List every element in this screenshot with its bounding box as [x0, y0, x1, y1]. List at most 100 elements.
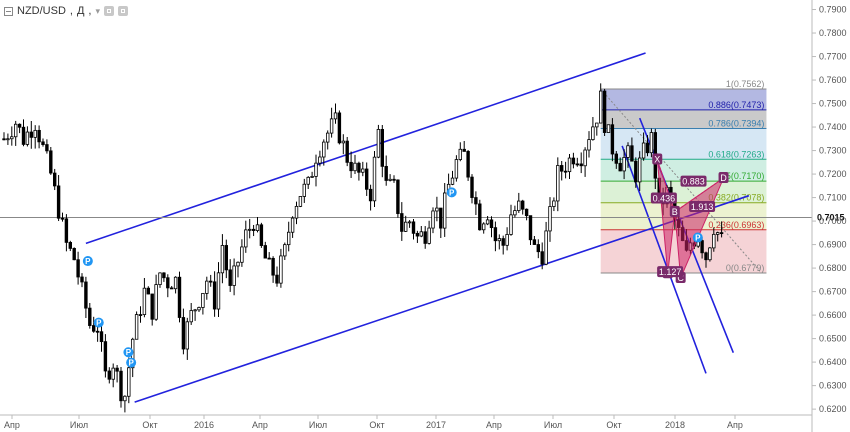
candle-body: [263, 245, 267, 259]
candle-body: [33, 129, 37, 138]
candle-body: [17, 123, 22, 128]
pattern-xab: [656, 159, 676, 274]
candle-body: [411, 221, 416, 234]
candle-body: [244, 229, 248, 248]
candle-body: [353, 162, 357, 172]
candle-body: [403, 221, 408, 232]
candle-body: [146, 287, 150, 295]
candle-body: [162, 272, 166, 279]
candle-body: [247, 228, 252, 231]
pattern-ratio-bg-3: [657, 266, 684, 278]
candle-body: [10, 136, 14, 140]
fib-label-0.786: 0.786(0.7394): [708, 118, 764, 128]
candle-body: [72, 248, 76, 261]
marker-p-bg-1: [93, 317, 104, 328]
candle-body: [29, 131, 33, 138]
fib-label-0.618: 0.618(0.7263): [708, 149, 764, 159]
candle-body: [392, 178, 396, 181]
candle-body: [388, 178, 392, 181]
candle-body: [497, 238, 501, 242]
candle-body: [341, 140, 345, 144]
candle-body: [37, 129, 41, 143]
candle-body: [64, 218, 69, 243]
candle-body: [376, 129, 381, 158]
candle-body: [595, 122, 599, 128]
candle-body: [345, 140, 349, 163]
candle-body: [95, 330, 100, 333]
candle-body: [450, 177, 455, 185]
pattern-ratio-0: 0.436: [653, 194, 676, 204]
y-tick-label-17: 0.6200: [819, 404, 847, 414]
candle-body: [400, 213, 404, 232]
candle-body: [286, 231, 291, 246]
candle-body: [259, 224, 264, 246]
y-tick-label-15: 0.6400: [819, 357, 847, 367]
candle-body: [181, 317, 186, 350]
candle-body: [599, 90, 603, 124]
candle-body: [318, 156, 322, 164]
candle-body: [99, 331, 104, 343]
chevron-down-icon[interactable]: ▾: [95, 5, 100, 16]
candle-body: [602, 90, 607, 133]
candle-body: [173, 276, 178, 290]
candle-body: [294, 205, 299, 219]
y-tick-label-3: 0.7600: [819, 75, 847, 85]
y-tick-label-6: 0.7300: [819, 146, 847, 156]
marker-p-bg-2: [123, 347, 134, 358]
candle-body: [478, 203, 482, 231]
candle-body: [614, 153, 618, 164]
y-tick-label-16: 0.6300: [819, 381, 847, 391]
candle-body: [169, 287, 174, 290]
candle-body: [251, 228, 256, 231]
candle-body: [271, 257, 275, 276]
y-tick-label-1: 0.7800: [819, 28, 847, 38]
candle-body: [150, 293, 154, 320]
fib-label-1: 1(0.7562): [726, 79, 765, 89]
candle-body: [88, 307, 92, 326]
candle-body: [240, 246, 244, 263]
candle-body: [111, 367, 115, 380]
x-tick-label-7: 2017: [426, 420, 446, 430]
candle-body: [622, 157, 626, 172]
candle-body: [544, 230, 548, 265]
timeframe-label[interactable]: Д: [76, 5, 85, 17]
x-tick-label-9: Июл: [544, 420, 562, 430]
candle-body: [224, 245, 228, 271]
candle-body: [267, 257, 271, 260]
settings-icon[interactable]: [104, 6, 114, 16]
pattern-ratio-bg-1: [680, 175, 707, 187]
symbol-label[interactable]: NZD/USD: [17, 5, 66, 17]
candle-body: [84, 281, 88, 309]
collapse-icon[interactable]: [4, 6, 13, 16]
candle-body: [208, 280, 213, 283]
marker-p-bg-0: [82, 256, 93, 267]
y-tick-label-13: 0.6600: [819, 310, 847, 320]
candle-body: [423, 231, 427, 244]
candle-body: [290, 217, 295, 233]
close-icon[interactable]: [118, 6, 128, 16]
candle-body: [532, 239, 537, 245]
candle-body: [415, 232, 420, 237]
candle-body: [310, 175, 314, 178]
x-tick-label-11: 2018: [665, 420, 685, 430]
fib-label-0.236: 0.236(0.6963): [708, 220, 764, 230]
candle-body: [372, 156, 377, 202]
candle-body: [505, 234, 509, 246]
candle-body: [302, 183, 306, 197]
candle-body: [524, 208, 529, 217]
y-tick-label-5: 0.7400: [819, 122, 847, 132]
marker-p-2: P: [126, 348, 132, 357]
candle-body: [21, 126, 26, 145]
x-tick-label-2: Окт: [142, 420, 157, 430]
pattern-bd-line: [674, 177, 724, 213]
candle-body: [322, 141, 326, 158]
y-tick-label-12: 0.6700: [819, 287, 847, 297]
upper-channel: [85, 52, 646, 245]
candle-body: [567, 157, 572, 173]
candle-body: [228, 269, 232, 286]
candle-body: [552, 200, 556, 207]
candle-body: [645, 142, 650, 154]
